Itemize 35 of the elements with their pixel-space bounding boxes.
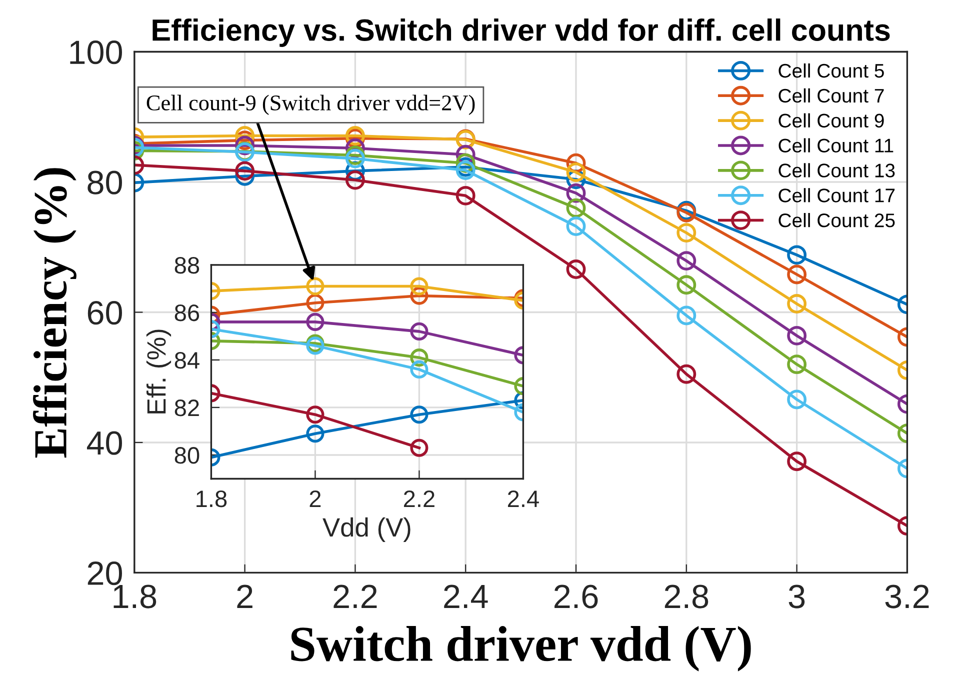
y-tick-label: 100 [70,40,122,64]
y-tick-label: 60 [88,301,122,325]
legend-label: Cell Count 13 [778,163,895,178]
legend-label: Cell Count 5 [778,63,884,78]
y-tick-label: 80 [88,170,122,194]
legend-label: Cell Count 9 [778,113,884,128]
x-tick-label: 2.2 [334,584,377,608]
legend-label: Cell Count 11 [778,138,894,152]
legend-label: Cell Count 7 [778,88,884,103]
y-tick-label: 84 [174,352,200,369]
x-tick-label: 1.8 [114,584,156,608]
x-tick-label: 2 [237,584,252,608]
y-axis-title: Efficiency (%) [33,168,76,458]
chart-title: Efficiency vs. Switch driver vdd for diff. cell counts [152,18,890,47]
x-tick-label: 2.6 [554,584,598,608]
x-tick-label: 1.8 [196,490,227,508]
y-axis-title: Eff. (%) [146,330,172,414]
x-tick-label: 2 [310,490,321,507]
y-tick-label: 80 [174,447,200,464]
y-tick-label: 40 [86,431,122,455]
x-tick-label: 2.2 [404,490,434,507]
annotation: Cell count-9 (Switch driver vdd=2V) [146,94,475,115]
x-tick-label: 2.4 [444,584,488,608]
y-tick-label: 88 [174,256,200,274]
x-tick-label: 3.2 [885,584,929,608]
x-axis-title: Switch driver vdd (V) [291,626,751,672]
y-tick-label: 86 [174,304,200,322]
x-tick-label: 3 [788,584,805,608]
legend-label: Cell Count 25 [778,213,895,228]
x-tick-label: 2.4 [508,490,539,507]
legend-label: Cell Count 17 [778,188,895,202]
y-tick-label: 20 [88,562,122,586]
x-axis-title: Vdd (V) [322,517,410,542]
y-tick-label: 82 [174,400,199,416]
x-tick-label: 2.8 [664,584,708,608]
